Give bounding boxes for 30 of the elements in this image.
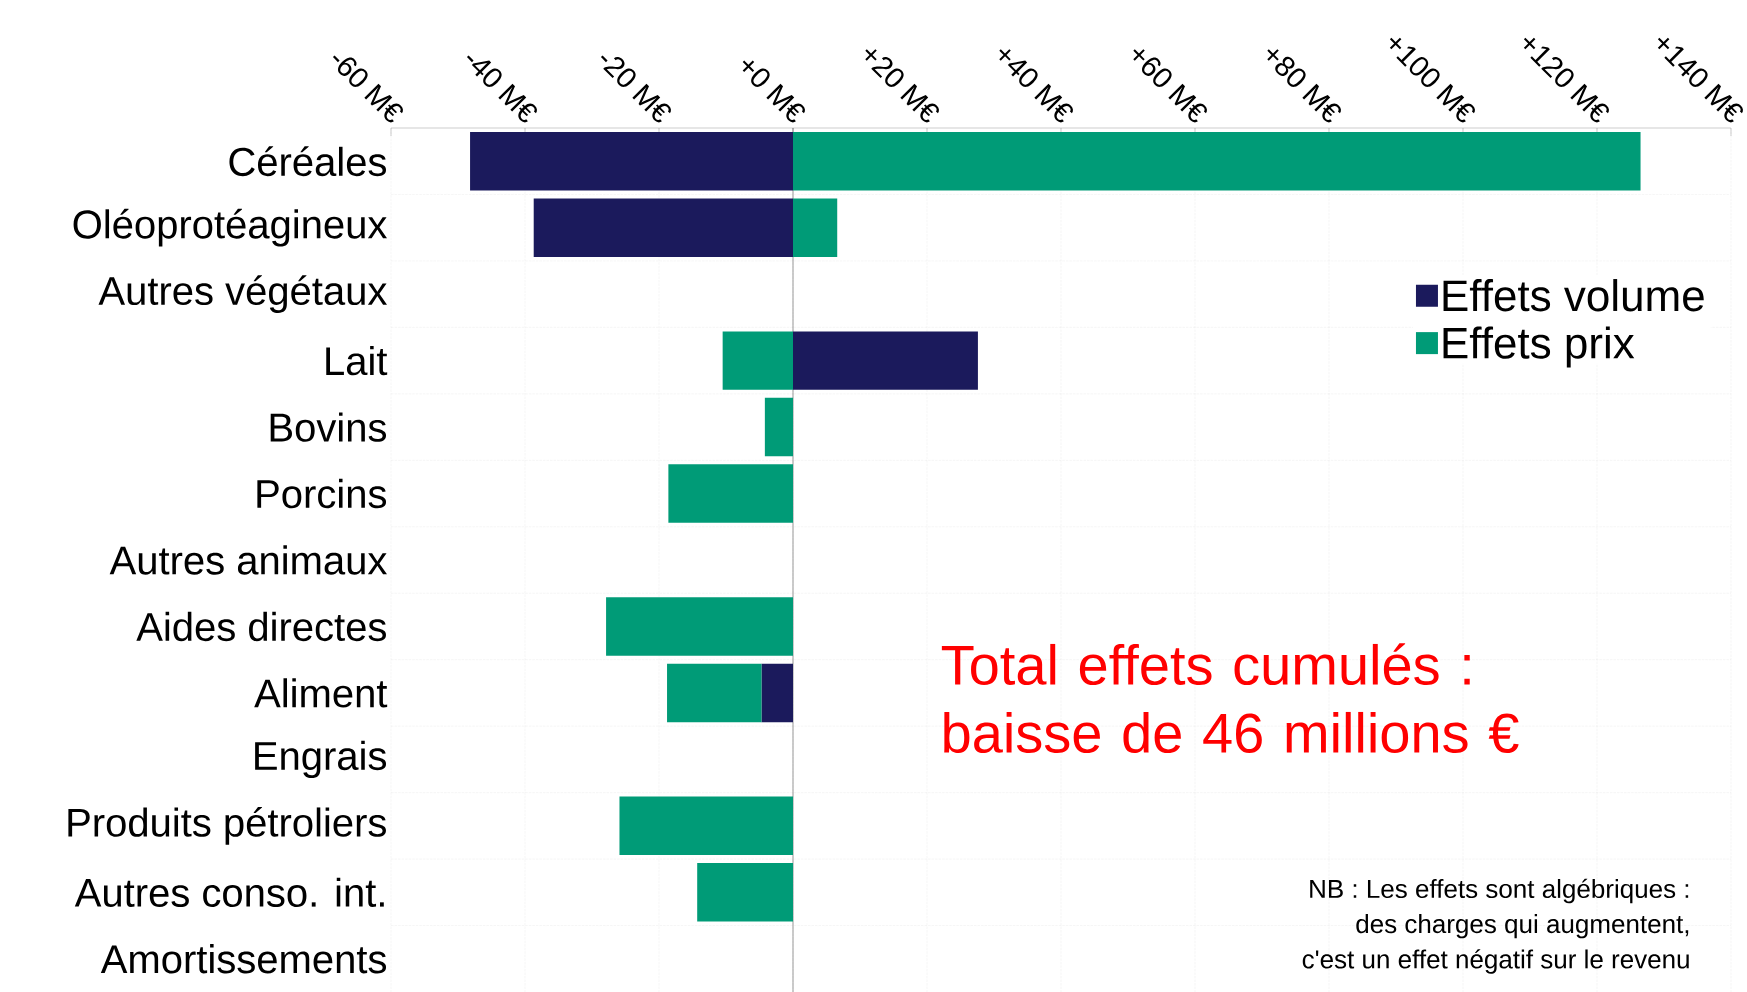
x-tick-label: +100 M€ bbox=[1389, 37, 1475, 123]
x-tick-label: -40 M€ bbox=[466, 55, 537, 123]
y-tick-label: Produits pétroliers bbox=[68, 806, 386, 845]
x-tick-label: +80 M€ bbox=[1267, 49, 1341, 123]
y-tick-label: Aides directes bbox=[136, 611, 386, 642]
x-tick-label: -20 M€ bbox=[600, 55, 671, 123]
y-tick-label: Lait bbox=[326, 345, 388, 376]
annotation: des charges qui augmentent, bbox=[1356, 914, 1689, 939]
legend-label: Effets volume bbox=[1443, 279, 1704, 312]
y-tick-label: Engrais bbox=[255, 740, 387, 779]
y-tick-label: Aliment bbox=[254, 678, 388, 708]
x-tick-label: +40 M€ bbox=[999, 49, 1073, 123]
y-tick-label: Céréales bbox=[229, 146, 386, 177]
x-tick-label: +120 M€ bbox=[1523, 37, 1609, 123]
x-tick-label: +20 M€ bbox=[865, 49, 939, 123]
y-tick-label: Autres conso. int. bbox=[74, 877, 384, 907]
x-tick-label: -60 M€ bbox=[332, 55, 403, 123]
y-tick-label: Autres végétaux bbox=[98, 275, 387, 314]
legend-label: Effets prix bbox=[1443, 326, 1635, 368]
y-tick-label: Porcins bbox=[257, 478, 387, 509]
annotation: NB : Les effets sont algébriques : bbox=[1310, 878, 1689, 904]
y-tick-label: Oléoprotéagineux bbox=[73, 208, 387, 247]
annotation: Total effets cumulés : baisse de 46 millions € bbox=[941, 643, 1519, 754]
x-tick-label: +140 M€ bbox=[1657, 37, 1743, 123]
y-tick-label: Amortissements bbox=[100, 944, 387, 974]
annotation: c'est un effet négatif sur le revenu bbox=[1302, 949, 1689, 974]
y-tick-label: Bovins bbox=[270, 412, 387, 442]
x-tick-label: +0 M€ bbox=[742, 60, 805, 123]
y-tick-label: Autres animaux bbox=[109, 545, 387, 575]
x-tick-label: +60 M€ bbox=[1133, 49, 1207, 123]
